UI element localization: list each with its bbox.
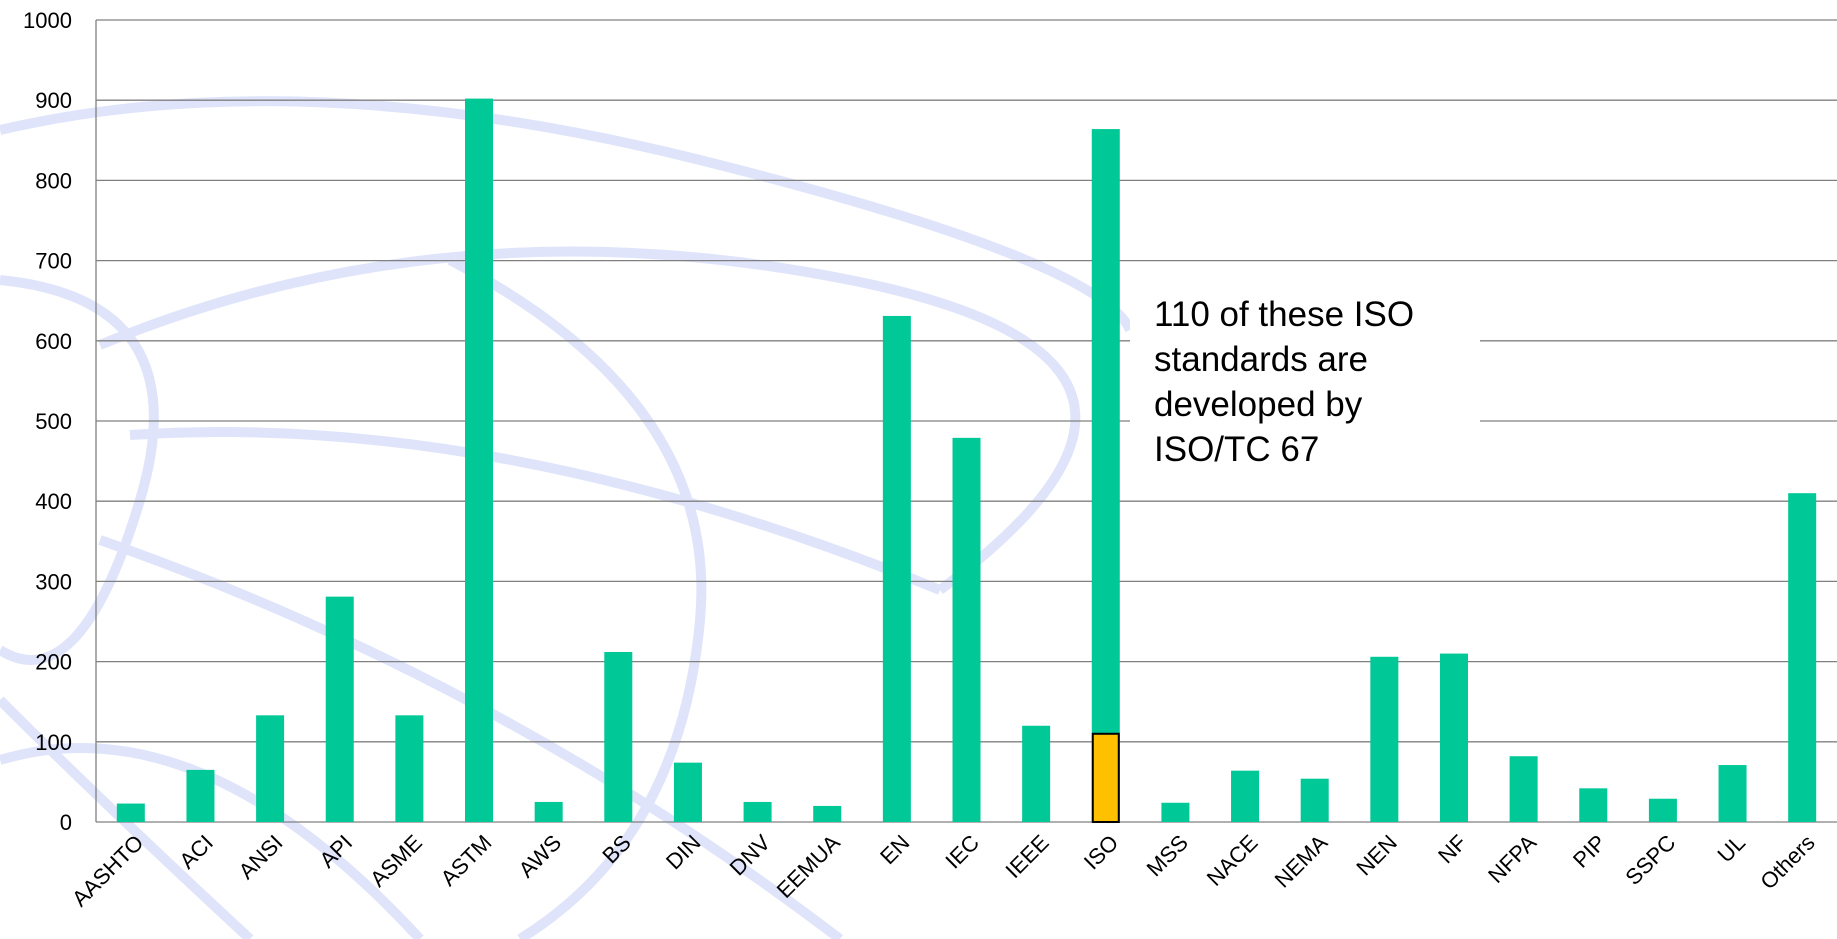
bar bbox=[1509, 756, 1538, 822]
annotation-line-4: ISO/TC 67 bbox=[1154, 430, 1320, 469]
x-tick-label: AWS bbox=[514, 830, 567, 883]
x-tick-label: EEMUA bbox=[772, 830, 845, 903]
bar bbox=[1091, 129, 1120, 822]
x-tick-label: NEN bbox=[1351, 830, 1402, 881]
y-tick-label: 500 bbox=[35, 409, 72, 434]
watermark-arc bbox=[447, 255, 707, 939]
x-tick-label: ISO bbox=[1079, 830, 1123, 874]
highlight-bar bbox=[1091, 732, 1120, 824]
x-tick-label: ACI bbox=[174, 830, 218, 874]
x-tick-label: SSPC bbox=[1620, 830, 1680, 890]
bar bbox=[1161, 802, 1190, 822]
bar bbox=[743, 801, 772, 822]
bar bbox=[325, 596, 354, 822]
bar bbox=[1718, 765, 1747, 822]
bar bbox=[882, 315, 911, 822]
bars bbox=[116, 98, 1817, 824]
bar bbox=[116, 803, 145, 822]
x-tick-label: NACE bbox=[1202, 830, 1263, 891]
bar bbox=[1648, 798, 1677, 822]
x-tick-label: NF bbox=[1433, 830, 1471, 868]
y-tick-label: 200 bbox=[35, 650, 72, 675]
iso-annotation: 110 of these ISO standards are developed… bbox=[1130, 288, 1480, 478]
y-tick-label: 700 bbox=[35, 249, 72, 274]
bar bbox=[673, 762, 702, 822]
x-tick-label: ASME bbox=[365, 830, 427, 892]
x-axis-labels: AASHTO ACI ANSI API ASME ASTM AWS BS DIN DNVEEMUA… bbox=[67, 830, 1820, 912]
y-tick-label: 600 bbox=[35, 329, 72, 354]
bar bbox=[813, 805, 842, 822]
bar bbox=[186, 769, 215, 822]
x-tick-label: NEMA bbox=[1270, 830, 1333, 893]
y-tick-label: 400 bbox=[35, 489, 72, 514]
bar bbox=[395, 715, 424, 822]
bar bbox=[465, 98, 494, 822]
bar bbox=[1300, 778, 1329, 822]
y-tick-label: 0 bbox=[60, 810, 72, 835]
y-tick-label: 900 bbox=[35, 88, 72, 113]
x-tick-label: EN bbox=[875, 830, 914, 869]
annotation-line-1: 110 of these ISO bbox=[1154, 295, 1415, 334]
bar bbox=[1370, 656, 1399, 822]
bar bbox=[534, 801, 563, 822]
y-axis-ticks: 0 100 200 300 400 500 600 700 800 900 1000 bbox=[23, 8, 72, 835]
y-tick-label: 100 bbox=[35, 730, 72, 755]
bar bbox=[1022, 725, 1051, 822]
watermark-arc bbox=[98, 246, 1081, 595]
x-tick-label: UL bbox=[1713, 830, 1751, 868]
watermark-arc bbox=[0, 275, 159, 665]
bar bbox=[1788, 493, 1817, 822]
bar bbox=[1439, 653, 1468, 822]
bar bbox=[1579, 788, 1608, 822]
x-tick-label: MSS bbox=[1142, 830, 1193, 881]
watermark-arc bbox=[129, 427, 942, 595]
x-tick-label: ASTM bbox=[436, 830, 497, 891]
bar bbox=[1231, 770, 1260, 822]
x-tick-label: NFPA bbox=[1483, 830, 1541, 888]
watermark-arc bbox=[0, 96, 1135, 333]
bar bbox=[952, 437, 981, 822]
bar bbox=[256, 715, 285, 822]
y-tick-label: 300 bbox=[35, 569, 72, 594]
x-tick-label: IEC bbox=[940, 830, 984, 874]
x-tick-label: PIP bbox=[1568, 830, 1611, 873]
y-tick-label: 800 bbox=[35, 168, 72, 193]
x-tick-label: AASHTO bbox=[67, 830, 148, 911]
y-tick-label: 1000 bbox=[23, 8, 72, 33]
annotation-line-3: developed by bbox=[1154, 385, 1363, 424]
watermark-arc bbox=[0, 696, 254, 939]
bar bbox=[604, 651, 633, 822]
x-tick-label: Others bbox=[1755, 830, 1819, 894]
annotation-line-2: standards are bbox=[1154, 340, 1369, 379]
x-tick-label: IEEE bbox=[1001, 830, 1054, 883]
x-tick-label: ANSI bbox=[234, 830, 288, 884]
